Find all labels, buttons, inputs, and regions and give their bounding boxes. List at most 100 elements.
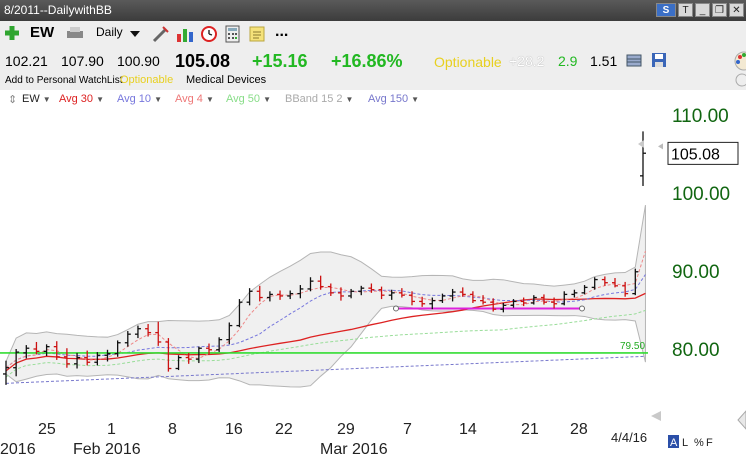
x-axis-label: 22 [275,421,293,438]
sync-icon[interactable]: S [656,3,676,17]
stat-rs: +28.2 [509,53,545,69]
high-price: 107.90 [61,53,104,69]
avg-4-line [5,250,646,369]
add-icon[interactable] [4,25,20,41]
legend-label: Avg 10 [117,93,152,105]
chart-toolbar: EW Daily ... [0,21,746,47]
optionable-badge: Optionable [434,54,502,70]
avg-30-line [5,292,646,372]
price-axis-tick: 100.00 [672,184,730,205]
chevron-down-icon[interactable]: ▼ [96,95,104,104]
draw-tools-icon[interactable] [152,25,170,43]
x-axis-label: 1 [107,421,116,438]
stat-beta: 1.51 [590,53,618,69]
x-axis-label: 29 [337,421,355,438]
avg-150-line [5,355,646,384]
open-price: 102.21 [5,53,48,69]
close-icon[interactable]: ✕ [729,3,744,17]
quote-bar: 102.21 107.90 100.90 105.08 +15.16 +16.8… [0,47,746,74]
x-axis-label: 7 [403,421,412,438]
price-change: +15.16 [252,51,308,71]
calculator-icon[interactable] [224,25,242,43]
legend-item[interactable]: Avg 30 ▼ [59,93,104,105]
scroll-up-icon [638,140,644,148]
legend-label: Avg 150 [368,93,409,105]
info-bar: Add to Personal WatchList Optionable Med… [0,74,746,90]
period-selector[interactable]: Daily [96,25,123,39]
chevron-down-icon[interactable]: ▼ [154,95,162,104]
scale-control-%[interactable]: % [694,437,704,449]
x-axis-label: 2016 [0,441,36,458]
last-price-label: 105.08 [671,146,720,163]
legend-item[interactable]: Avg 150 ▼ [368,93,419,105]
stat-ratio: 2.9 [558,53,578,69]
x-axis-label: Feb 2016 [73,441,141,458]
chevron-down-icon[interactable]: ▼ [263,95,271,104]
legend-item[interactable]: EW ▼ [22,93,51,105]
chevron-down-icon[interactable]: ▼ [345,95,354,104]
percent-change: +16.86% [331,51,403,71]
window-title: 8/2011--DailywithBB [4,3,112,17]
alarm-clock-icon[interactable] [200,24,218,42]
x-axis-label: 8 [168,421,177,438]
price-pointer-icon [658,143,663,150]
save-icon[interactable] [651,52,667,68]
more-menu[interactable]: ... [275,23,289,40]
chevron-down-icon[interactable] [130,31,140,37]
palette-icon[interactable] [724,47,746,92]
date-stamp: 4/4/16 [611,430,647,445]
window-title-bar: 8/2011--DailywithBB S T _ ❐ ✕ [0,0,746,21]
x-axis-label: 28 [570,421,588,438]
x-axis-label: Mar 2016 [320,441,388,458]
legend-item[interactable]: BBand 15 2 ▼ [285,93,353,105]
scroll-left-icon [651,411,661,421]
template-icon[interactable]: T [678,3,693,17]
chevron-down-icon[interactable]: ▼ [42,95,51,104]
indicator-legend: ⇕ EW ▼ Avg 30 ▼ Avg 10 ▼ Avg 4 ▼ Avg 50 ▼ BBand 15 … [0,90,746,108]
last-price-box [667,141,739,165]
info-optionable: Optionable [120,74,174,86]
legend-label: Avg 30 [59,93,94,105]
trend-line-handle [579,305,585,312]
color-palette-panel [724,47,746,92]
x-axis-label: 21 [521,421,539,438]
legend-label: Avg 50 [226,93,261,105]
restore-icon[interactable]: ❐ [712,3,727,17]
scale-active-bg [668,435,679,448]
scale-control-L[interactable]: L [682,437,688,449]
notes-icon[interactable] [248,25,266,43]
price-axis-tick: 90.00 [672,262,720,283]
window-controls: S T _ ❐ ✕ [656,3,744,17]
legend-label: Avg 4 [175,93,203,105]
price-axis-tick: 80.00 [672,340,720,361]
last-price: 105.08 [175,51,231,71]
database-icon[interactable] [626,52,642,68]
x-axis-label: 14 [459,421,477,438]
avg-10-line [5,274,646,369]
legend-item[interactable]: Avg 4 ▼ [175,93,214,105]
chevron-down-icon[interactable]: ▼ [411,95,420,104]
scale-control-A[interactable]: A [670,437,678,449]
legend-item[interactable]: Avg 10 ▼ [117,93,162,105]
low-price: 100.90 [117,53,160,69]
x-axis-label: 16 [225,421,243,438]
support-level-label: 79.50 [620,341,645,352]
avg-50-line [5,309,646,378]
legend-item[interactable]: Avg 50 ▼ [226,93,271,105]
x-axis-label: 25 [38,421,56,438]
scale-control-F[interactable]: F [706,437,713,449]
legend-label: EW [22,93,40,105]
indicators-icon[interactable] [176,25,194,43]
print-icon[interactable] [66,26,84,40]
watchlist-link[interactable]: Add to Personal WatchList [5,75,123,86]
price-axis-tick: 110.00 [672,108,729,127]
minimize-icon[interactable]: _ [695,3,710,17]
industry-label[interactable]: Medical Devices [186,74,267,86]
symbol-label[interactable]: EW [30,24,55,41]
legend-label: BBand 15 2 [285,93,343,105]
trend-line-handle [393,305,399,312]
collapse-legend-icon[interactable]: ⇕ [8,94,18,106]
chevron-down-icon[interactable]: ▼ [205,95,214,104]
scroll-right-icon [737,410,746,430]
